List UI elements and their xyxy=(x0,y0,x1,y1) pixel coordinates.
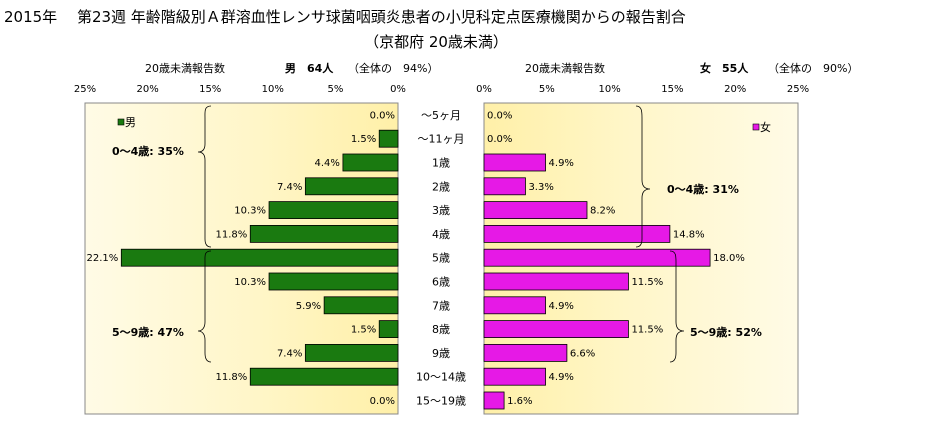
male-data-label: 10.3% xyxy=(234,206,266,217)
age-category-label: 5歳 xyxy=(432,252,450,265)
female-axis-tick-label: 15% xyxy=(661,84,683,95)
male-data-label: 22.1% xyxy=(87,253,119,264)
male-bar xyxy=(378,320,399,339)
male-data-label: 1.5% xyxy=(351,134,376,145)
male-axis-ticks: 25% 20% 15% 10% 5% 0% xyxy=(74,84,406,95)
female-bar xyxy=(483,343,568,362)
female-legend: 女 xyxy=(752,120,771,134)
male-bar xyxy=(323,296,399,315)
male-legend-label: 男 xyxy=(125,116,136,129)
female-data-label: 8.2% xyxy=(590,206,615,217)
male-bars: 0.0% 1.5% 4.4% 7.4% 10.3% 11.8% 22.1% 10.3% 5.9%… xyxy=(87,110,399,407)
female-axis-tick-label: 0% xyxy=(476,84,492,95)
male-data-label: 1.5% xyxy=(351,325,376,336)
age-category-label: 6歳 xyxy=(432,276,450,289)
female-group-brackets xyxy=(635,105,685,363)
male-bar xyxy=(304,343,399,362)
age-category-label: 9歳 xyxy=(432,347,450,360)
female-summary: 女 55人 xyxy=(700,61,749,75)
female-bar xyxy=(483,153,546,172)
female-axis-tick-label: 5% xyxy=(539,84,555,95)
male-axis-tick-label: 0% xyxy=(390,84,406,95)
male-data-label: 5.9% xyxy=(296,301,321,312)
female-bar xyxy=(483,177,526,196)
female-data-label: 4.9% xyxy=(549,372,574,383)
female-bar xyxy=(483,320,629,339)
male-age-5-9-annotation: 5～9歳: 47% xyxy=(112,325,184,339)
male-bar xyxy=(304,177,399,196)
female-data-label: 11.5% xyxy=(631,325,663,336)
female-age-5-9-annotation: 5～9歳: 52% xyxy=(690,325,762,339)
female-data-label: 0.0% xyxy=(487,110,512,121)
male-data-label: 0.0% xyxy=(370,110,395,121)
female-age-0-4-annotation: 0～4歳: 31% xyxy=(667,182,739,196)
male-data-label: 10.3% xyxy=(234,277,266,288)
male-bar xyxy=(268,201,399,220)
female-bar xyxy=(483,248,711,267)
male-legend: 男 xyxy=(117,116,136,129)
female-axis-ticks: 0% 5% 10% 15% 20% 25% xyxy=(476,84,809,95)
age-category-label: 15～19歳 xyxy=(416,395,466,408)
female-data-label: 18.0% xyxy=(713,253,745,264)
female-axis-tick-label: 10% xyxy=(598,84,620,95)
female-bar xyxy=(483,224,671,243)
age-category-label: ～11ヶ月 xyxy=(418,133,465,146)
female-data-label: 3.3% xyxy=(528,182,553,193)
male-data-label: 7.4% xyxy=(277,348,302,359)
female-data-label: 1.6% xyxy=(507,396,532,407)
chart-title: 2015年 第23週 年齢階級別Ａ群溶血性レンサ球菌咽頭炎患者の小児科定点医療機… xyxy=(4,8,686,26)
female-bar xyxy=(483,367,546,386)
male-axis-tick-label: 15% xyxy=(199,84,221,95)
female-data-label: 14.8% xyxy=(673,229,705,240)
female-data-label: 4.9% xyxy=(549,158,574,169)
female-data-label: 6.6% xyxy=(570,348,595,359)
age-category-label: 10～14歳 xyxy=(416,371,466,384)
male-bar xyxy=(249,367,399,386)
female-bar xyxy=(483,296,546,315)
female-axis-label: 20歳未満報告数 xyxy=(525,62,605,75)
age-category-label: 1歳 xyxy=(432,157,450,170)
male-bar xyxy=(249,224,399,243)
male-data-label: 4.4% xyxy=(315,158,340,169)
male-age-0-4-annotation: 0～4歳: 35% xyxy=(112,144,184,158)
female-bar xyxy=(483,391,505,410)
male-group-brackets xyxy=(197,105,212,363)
age-category-label: 4歳 xyxy=(432,228,450,241)
female-data-label: 11.5% xyxy=(631,277,663,288)
female-bar xyxy=(483,272,629,291)
male-bar xyxy=(268,272,399,291)
age-category-labels: ～5ヶ月 ～11ヶ月 1歳 2歳 3歳 4歳 5歳 6歳 7歳 8歳 9歳 10～14歳 15～19歳 xyxy=(416,109,466,408)
male-axis-tick-label: 20% xyxy=(136,84,158,95)
female-legend-label: 女 xyxy=(760,120,771,134)
age-category-label: 2歳 xyxy=(432,180,450,193)
female-axis-tick-label: 25% xyxy=(787,84,809,95)
male-data-label: 11.8% xyxy=(215,229,247,240)
age-category-label: 7歳 xyxy=(432,299,450,312)
male-bar xyxy=(120,248,399,267)
male-bar xyxy=(378,129,399,148)
male-axis-tick-label: 10% xyxy=(262,84,284,95)
male-share: （全体の 94%） xyxy=(348,61,438,75)
male-axis-tick-label: 25% xyxy=(74,84,96,95)
chart-subtitle: （京都府 20歳未満） xyxy=(364,33,508,51)
female-legend-swatch xyxy=(752,123,760,131)
female-axis-tick-label: 20% xyxy=(724,84,746,95)
female-data-label: 0.0% xyxy=(487,134,512,145)
female-data-label: 4.9% xyxy=(549,301,574,312)
female-share: （全体の 90%） xyxy=(768,61,858,75)
male-axis-tick-label: 5% xyxy=(327,84,343,95)
male-data-label: 7.4% xyxy=(277,182,302,193)
male-legend-swatch xyxy=(117,118,125,126)
male-data-label: 0.0% xyxy=(370,396,395,407)
male-bar xyxy=(342,153,399,172)
male-axis-label: 20歳未満報告数 xyxy=(145,62,225,75)
age-category-label: ～5ヶ月 xyxy=(421,109,461,122)
male-summary: 男 64人 xyxy=(285,61,334,75)
male-data-label: 11.8% xyxy=(215,372,247,383)
age-category-label: 3歳 xyxy=(432,204,450,217)
female-bars: 0.0% 0.0% 4.9% 3.3% 8.2% 14.8% 18.0% 11.5% 4.9% 1… xyxy=(483,110,745,410)
age-category-label: 8歳 xyxy=(432,323,450,336)
female-bar xyxy=(483,201,588,220)
